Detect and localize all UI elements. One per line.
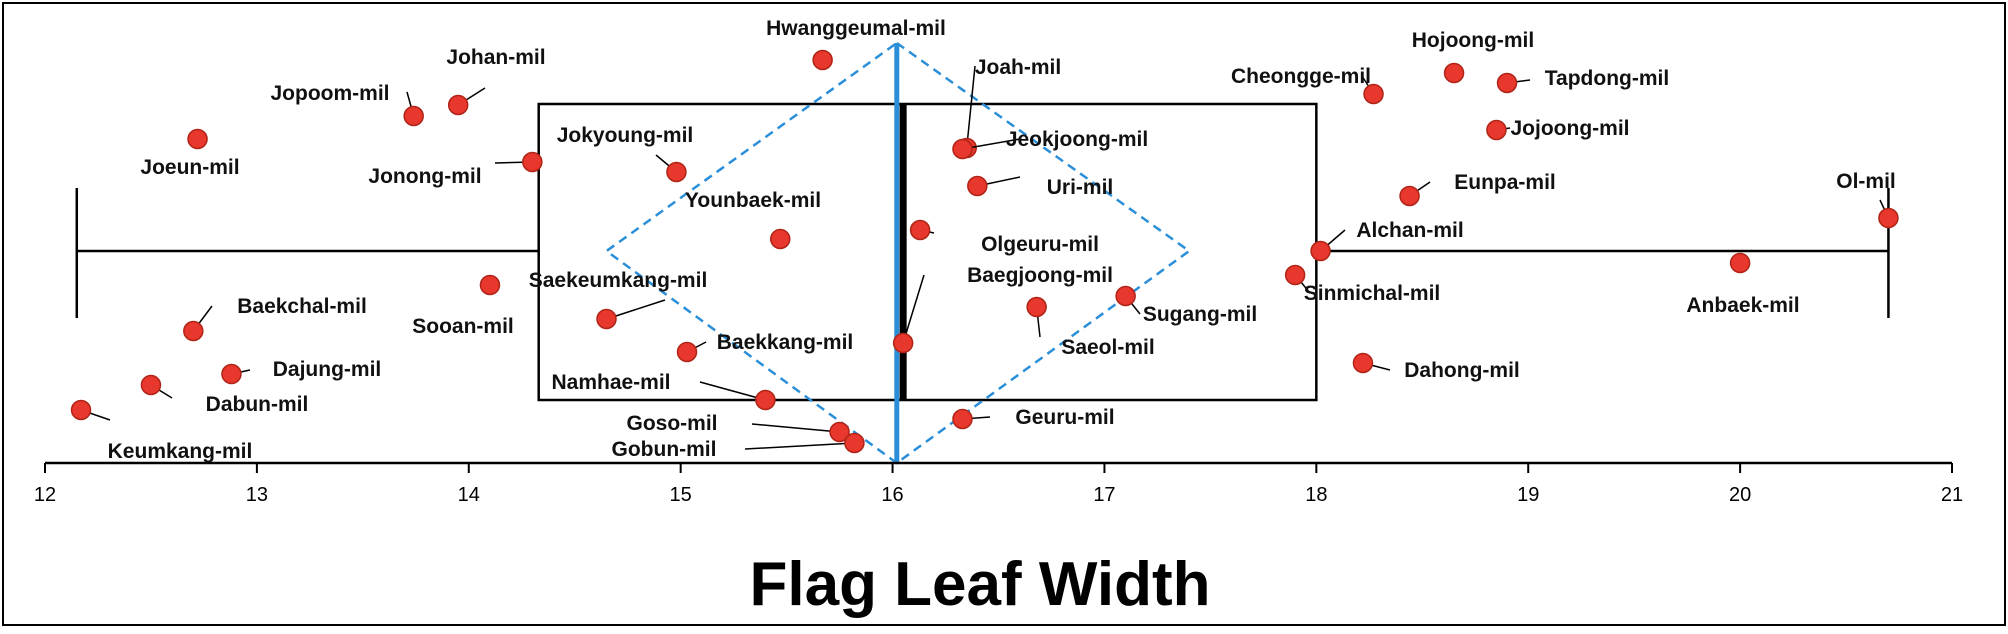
point-label: Uri-mil xyxy=(1047,176,1114,199)
point-label: Joeun-mil xyxy=(140,156,239,179)
point-label: Anbaek-mil xyxy=(1686,294,1799,317)
data-point xyxy=(1496,72,1518,94)
data-point xyxy=(447,94,469,116)
point-label: Sooan-mil xyxy=(412,315,514,338)
x-tick-label: 20 xyxy=(1729,484,1751,506)
point-label: Jeokjoong-mil xyxy=(1006,128,1148,151)
data-point xyxy=(1363,83,1384,105)
point-label: Olgeuru-mil xyxy=(981,233,1099,256)
data-point xyxy=(187,128,208,150)
point-label: Dabun-mil xyxy=(206,393,309,416)
x-tick-label: 12 xyxy=(34,484,56,506)
point-label: Alchan-mil xyxy=(1356,219,1463,242)
point-label: Hojoong-mil xyxy=(1412,29,1534,52)
data-point xyxy=(676,341,698,363)
point-label: Saekeumkang-mil xyxy=(529,269,708,292)
data-point xyxy=(770,228,791,250)
data-point xyxy=(666,161,687,183)
data-point xyxy=(844,432,865,454)
point-label: Johan-mil xyxy=(446,46,545,69)
point-label: Saeol-mil xyxy=(1061,336,1154,359)
data-point xyxy=(1026,296,1047,318)
point-label: Namhae-mil xyxy=(551,371,670,394)
data-point xyxy=(967,175,988,197)
point-label: Sinmichal-mil xyxy=(1304,282,1441,305)
x-tick-label: 17 xyxy=(1093,484,1115,506)
data-point xyxy=(1399,185,1420,207)
x-tick-label: 14 xyxy=(458,484,480,506)
point-label: Baegjoong-mil xyxy=(967,264,1113,287)
data-point xyxy=(522,151,543,173)
data-point xyxy=(755,389,776,411)
data-point xyxy=(829,421,850,443)
point-label: Cheongge-mil xyxy=(1231,65,1371,88)
x-tick-label: 16 xyxy=(881,484,903,506)
point-label: Dajung-mil xyxy=(273,358,382,381)
point-label: Sugang-mil xyxy=(1143,303,1257,326)
data-point xyxy=(1352,352,1374,374)
label-leader-line xyxy=(965,65,976,149)
point-label: Gobun-mil xyxy=(612,438,717,461)
label-leader-line xyxy=(751,423,840,433)
data-point xyxy=(70,399,92,421)
label-leader-line xyxy=(606,299,666,320)
data-point xyxy=(221,363,242,385)
data-point xyxy=(952,408,973,430)
x-axis: 12 13 14 15 16 17 18 19 20 21 xyxy=(34,461,1963,506)
data-point xyxy=(892,332,914,354)
label-leader-line xyxy=(744,442,855,450)
data-point xyxy=(812,49,833,71)
data-point xyxy=(909,219,931,241)
x-tick-label: 18 xyxy=(1305,484,1327,506)
label-leader-line xyxy=(902,274,925,344)
point-label: Baekkang-mil xyxy=(717,331,854,354)
data-point xyxy=(1310,240,1331,262)
data-point xyxy=(1115,285,1136,307)
data-point xyxy=(1486,119,1507,141)
point-label: Geuru-mil xyxy=(1015,406,1114,429)
x-axis-title: Flag Leaf Width xyxy=(750,550,1211,619)
data-point xyxy=(479,274,501,296)
data-point xyxy=(403,105,424,127)
point-label: Younbaek-mil xyxy=(685,189,821,212)
point-label: Goso-mil xyxy=(626,412,717,435)
point-label: Dahong-mil xyxy=(1404,359,1520,382)
point-label: Jonong-mil xyxy=(368,165,481,188)
data-point xyxy=(183,320,204,342)
point-label: Keumkang-mil xyxy=(108,440,253,463)
data-point xyxy=(1443,62,1465,84)
point-label: Eunpa-mil xyxy=(1454,171,1556,194)
point-label: Baekchal-mil xyxy=(237,295,367,318)
point-label: Tapdong-mil xyxy=(1545,67,1669,90)
point-label: Hwanggeumal-mil xyxy=(766,17,946,40)
data-point xyxy=(140,374,162,396)
data-points: Hwanggeumal-mil Johan-mil Jopoom-mil Joeun-… xyxy=(70,17,1899,463)
x-tick-label: 19 xyxy=(1517,484,1539,506)
data-point xyxy=(596,308,617,330)
point-label: Joah-mil xyxy=(975,56,1061,79)
point-label: Jopoom-mil xyxy=(271,82,390,105)
point-label: Jokyoung-mil xyxy=(557,124,694,147)
point-label: Ol-mil xyxy=(1836,170,1896,193)
label-leader-line xyxy=(699,381,766,401)
data-point xyxy=(1729,252,1751,274)
data-point xyxy=(1284,264,1306,286)
x-tick-label: 21 xyxy=(1941,484,1963,506)
data-point xyxy=(952,138,973,160)
x-tick-label: 13 xyxy=(246,484,268,506)
x-tick-label: 15 xyxy=(670,484,692,506)
data-point xyxy=(1878,207,1899,229)
point-label: Jojoong-mil xyxy=(1511,117,1630,140)
